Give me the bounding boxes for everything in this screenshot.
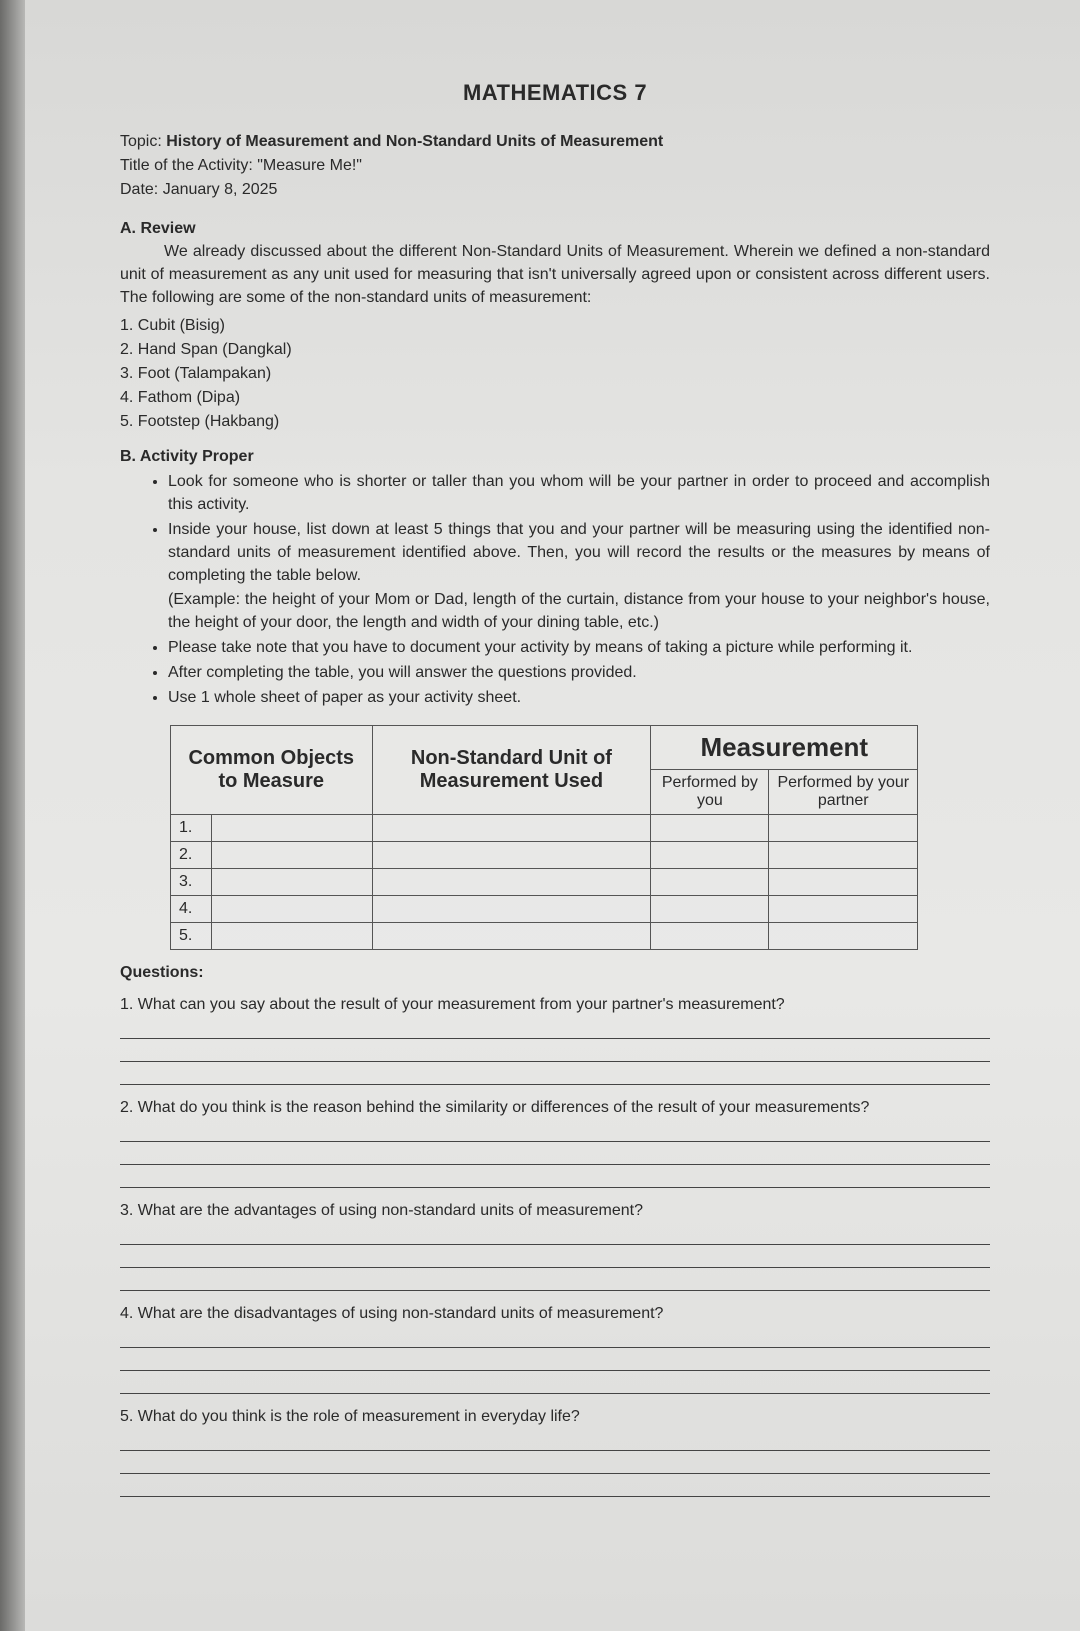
cell-unit: [372, 815, 651, 842]
blank-line: [120, 1039, 990, 1062]
review-item: 4. Fathom (Dipa): [120, 386, 990, 410]
worksheet-page: MATHEMATICS 7 Topic: History of Measurem…: [0, 0, 1080, 1631]
table-row: 5.: [171, 923, 918, 950]
meta-block: Topic: History of Measurement and Non-St…: [120, 130, 990, 202]
cell-object: [212, 842, 373, 869]
activity-bullet: Inside your house, list down at least 5 …: [168, 518, 990, 634]
question-5: 5. What do you think is the role of meas…: [120, 1408, 990, 1426]
date-line: Date: January 8, 2025: [120, 178, 990, 202]
cell-object: [212, 815, 373, 842]
blank-line: [120, 1348, 990, 1371]
cell-unit: [372, 842, 651, 869]
row-num: 4.: [171, 896, 212, 923]
blank-line: [120, 1371, 990, 1394]
review-heading: A. Review: [120, 220, 990, 238]
cell-partner: [769, 815, 918, 842]
question-3: 3. What are the advantages of using non-…: [120, 1202, 990, 1220]
col-partner: Performed by your partner: [769, 770, 918, 815]
answer-lines: [120, 1119, 990, 1188]
cell-object: [212, 869, 373, 896]
table-row: 2.: [171, 842, 918, 869]
measurement-table: Common Objects to Measure Non-Standard U…: [170, 725, 918, 950]
row-num: 3.: [171, 869, 212, 896]
cell-you: [651, 923, 769, 950]
question-1: 1. What can you say about the result of …: [120, 996, 990, 1014]
table-row: 1.: [171, 815, 918, 842]
row-num: 1.: [171, 815, 212, 842]
activity-value: "Measure Me!": [257, 157, 362, 174]
blank-line: [120, 1142, 990, 1165]
blank-line: [120, 1119, 990, 1142]
topic-label: Topic:: [120, 133, 162, 150]
answer-lines: [120, 1016, 990, 1085]
cell-you: [651, 896, 769, 923]
answer-lines: [120, 1222, 990, 1291]
row-num: 5.: [171, 923, 212, 950]
blank-line: [120, 1428, 990, 1451]
question-4: 4. What are the disadvantages of using n…: [120, 1305, 990, 1323]
questions-heading: Questions:: [120, 964, 990, 982]
review-list: 1. Cubit (Bisig) 2. Hand Span (Dangkal) …: [120, 314, 990, 434]
cell-you: [651, 869, 769, 896]
cell-you: [651, 815, 769, 842]
col-you: Performed by you: [651, 770, 769, 815]
cell-you: [651, 842, 769, 869]
blank-line: [120, 1268, 990, 1291]
activity-heading: B. Activity Proper: [120, 448, 990, 466]
activity-bullet: After completing the table, you will ans…: [168, 661, 990, 684]
answer-lines: [120, 1325, 990, 1394]
document-title: MATHEMATICS 7: [120, 80, 990, 106]
table-row: 3.: [171, 869, 918, 896]
col-unit: Non-Standard Unit of Measurement Used: [372, 726, 651, 815]
col-objects: Common Objects to Measure: [171, 726, 373, 815]
activity-bullet: Look for someone who is shorter or talle…: [168, 470, 990, 516]
blank-line: [120, 1016, 990, 1039]
activity-bullets: Look for someone who is shorter or talle…: [120, 470, 990, 710]
topic-value: History of Measurement and Non-Standard …: [166, 133, 663, 150]
review-item: 3. Foot (Talampakan): [120, 362, 990, 386]
cell-unit: [372, 869, 651, 896]
answer-lines: [120, 1428, 990, 1497]
date-value: January 8, 2025: [163, 181, 278, 198]
cell-partner: [769, 869, 918, 896]
blank-line: [120, 1325, 990, 1348]
bullet-text: Inside your house, list down at least 5 …: [168, 521, 990, 584]
review-item: 1. Cubit (Bisig): [120, 314, 990, 338]
blank-line: [120, 1245, 990, 1268]
cell-object: [212, 896, 373, 923]
activity-bullet: Please take note that you have to docume…: [168, 636, 990, 659]
blank-line: [120, 1451, 990, 1474]
activity-label: Title of the Activity:: [120, 157, 253, 174]
table-row: 4.: [171, 896, 918, 923]
review-item: 2. Hand Span (Dangkal): [120, 338, 990, 362]
blank-line: [120, 1062, 990, 1085]
blank-line: [120, 1165, 990, 1188]
question-2: 2. What do you think is the reason behin…: [120, 1099, 990, 1117]
cell-unit: [372, 923, 651, 950]
review-paragraph: We already discussed about the different…: [120, 240, 990, 310]
cell-partner: [769, 896, 918, 923]
topic-line: Topic: History of Measurement and Non-St…: [120, 130, 990, 154]
blank-line: [120, 1222, 990, 1245]
col-measurement: Measurement: [651, 726, 918, 770]
cell-object: [212, 923, 373, 950]
date-label: Date:: [120, 181, 158, 198]
cell-partner: [769, 923, 918, 950]
review-item: 5. Footstep (Hakbang): [120, 410, 990, 434]
row-num: 2.: [171, 842, 212, 869]
cell-unit: [372, 896, 651, 923]
activity-title-line: Title of the Activity: "Measure Me!": [120, 154, 990, 178]
bullet-example: (Example: the height of your Mom or Dad,…: [168, 588, 990, 634]
cell-partner: [769, 842, 918, 869]
activity-bullet: Use 1 whole sheet of paper as your activ…: [168, 686, 990, 709]
review-text: We already discussed about the different…: [120, 243, 990, 306]
